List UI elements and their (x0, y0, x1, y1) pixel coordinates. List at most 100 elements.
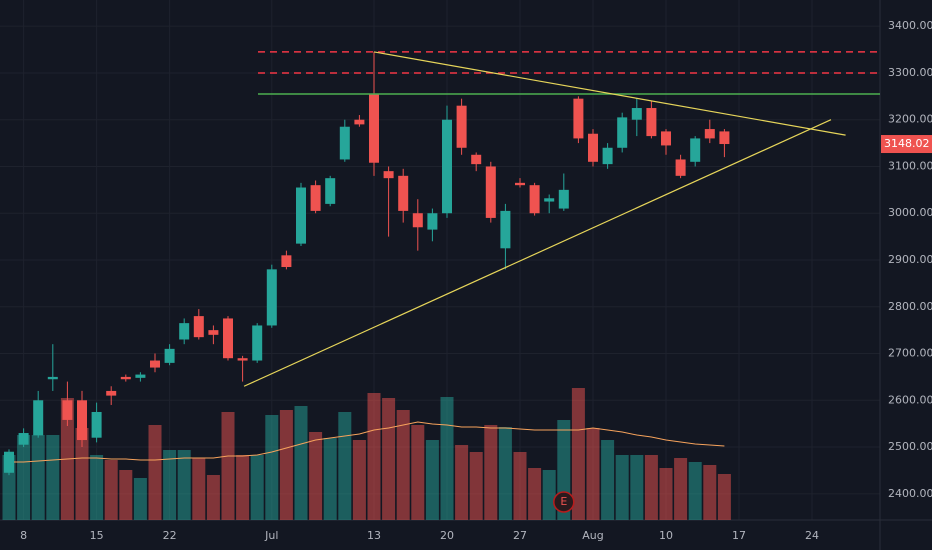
x-tick-label: Jul (264, 529, 278, 542)
candle-body (617, 117, 628, 148)
candle-body (442, 119, 452, 214)
candle-body (193, 316, 204, 338)
volume-bar (338, 412, 352, 520)
y-tick-label: 3300.00 (888, 66, 932, 79)
candle-body (120, 376, 131, 380)
volume-bar (367, 393, 381, 520)
volume-bar (630, 455, 644, 520)
volume-bar (352, 440, 366, 520)
y-tick-label: 3200.00 (888, 113, 932, 126)
volume-bar (192, 458, 206, 520)
volume-bar (542, 470, 556, 520)
volume-bar (119, 470, 133, 520)
candle-body (427, 213, 438, 230)
volume-bar (148, 425, 162, 520)
candle-body (208, 330, 219, 335)
candle-body (588, 133, 598, 162)
volume-bar (586, 428, 600, 520)
candle-body (544, 198, 555, 202)
candle-body (398, 175, 409, 211)
volume-bar (469, 452, 483, 520)
x-tick-label: 10 (659, 529, 673, 542)
volume-bar (17, 435, 31, 520)
volume-bar (177, 450, 191, 520)
y-tick-label: 2600.00 (888, 393, 932, 406)
candle-body (690, 138, 701, 162)
candle-body (325, 178, 336, 204)
volume-bar (644, 455, 658, 520)
candle-body (62, 400, 73, 420)
volume-bar (601, 440, 615, 520)
candle-body (4, 451, 14, 473)
earnings-marker (553, 491, 575, 513)
x-tick-label: Aug (582, 529, 603, 542)
candle-body (281, 255, 292, 268)
volume-bar (528, 468, 542, 520)
x-tick-label: 24 (805, 529, 819, 542)
earnings-label: E (560, 495, 567, 508)
volume-bar (236, 455, 250, 520)
volume-bar (250, 455, 264, 520)
candle-body (631, 108, 642, 120)
last-price-label: 3148.02 (884, 137, 930, 150)
volume-bar (571, 388, 585, 520)
volume-bar (498, 427, 512, 520)
candle-body (383, 171, 394, 179)
candle-body (252, 325, 263, 361)
y-tick-label: 3100.00 (888, 159, 932, 172)
candle-body (237, 358, 248, 361)
candle-body (179, 323, 190, 340)
volume-bar (703, 465, 717, 520)
x-tick-label: 15 (90, 529, 104, 542)
candle-body (310, 185, 321, 211)
y-tick-label: 3000.00 (888, 206, 932, 219)
volume-bar (294, 406, 308, 520)
volume-ma-line (9, 421, 725, 463)
candle-body (485, 166, 496, 218)
candle-body (719, 131, 730, 145)
volume-bar (396, 410, 410, 520)
candle-body (573, 98, 584, 139)
volume-bar (104, 460, 118, 520)
candle-body (456, 105, 467, 148)
candle-body (18, 433, 29, 445)
volume-bar (323, 438, 337, 520)
x-tick-label: 8 (20, 529, 27, 542)
x-tick-label: 13 (367, 529, 381, 542)
volume-bar (279, 410, 293, 520)
volume-bar (75, 428, 89, 520)
volume-bar (455, 445, 469, 520)
candle-body (150, 360, 160, 368)
y-tick-label: 3400.00 (888, 19, 932, 32)
candle-body (223, 318, 233, 359)
y-tick-label: 2500.00 (888, 440, 932, 453)
volume-bar (382, 398, 396, 520)
candle-body (529, 185, 540, 214)
candle-body (515, 182, 525, 186)
volume-bar (484, 425, 498, 520)
candle-body (354, 119, 365, 125)
volume-bar (46, 435, 60, 520)
candle-body (135, 374, 146, 378)
candle-body (91, 411, 102, 438)
candle-body (412, 213, 423, 228)
candle-body (602, 147, 613, 165)
y-tick-label: 2800.00 (888, 300, 932, 313)
x-tick-label: 17 (732, 529, 746, 542)
candle-body (646, 108, 657, 137)
candle-body (47, 376, 58, 380)
volume-bar (265, 415, 279, 520)
candle-body (471, 154, 482, 165)
y-tick-label: 2900.00 (888, 253, 932, 266)
volume-bar (133, 478, 147, 520)
volume-bar (31, 435, 45, 520)
y-tick-label: 2700.00 (888, 347, 932, 360)
trend-line (373, 51, 846, 136)
volume-bar (440, 397, 454, 520)
candle-body (339, 126, 350, 160)
candle-body (77, 400, 87, 441)
y-tick-label: 2400.00 (888, 487, 932, 500)
candle-body (500, 210, 511, 249)
volume-bar (411, 425, 425, 520)
